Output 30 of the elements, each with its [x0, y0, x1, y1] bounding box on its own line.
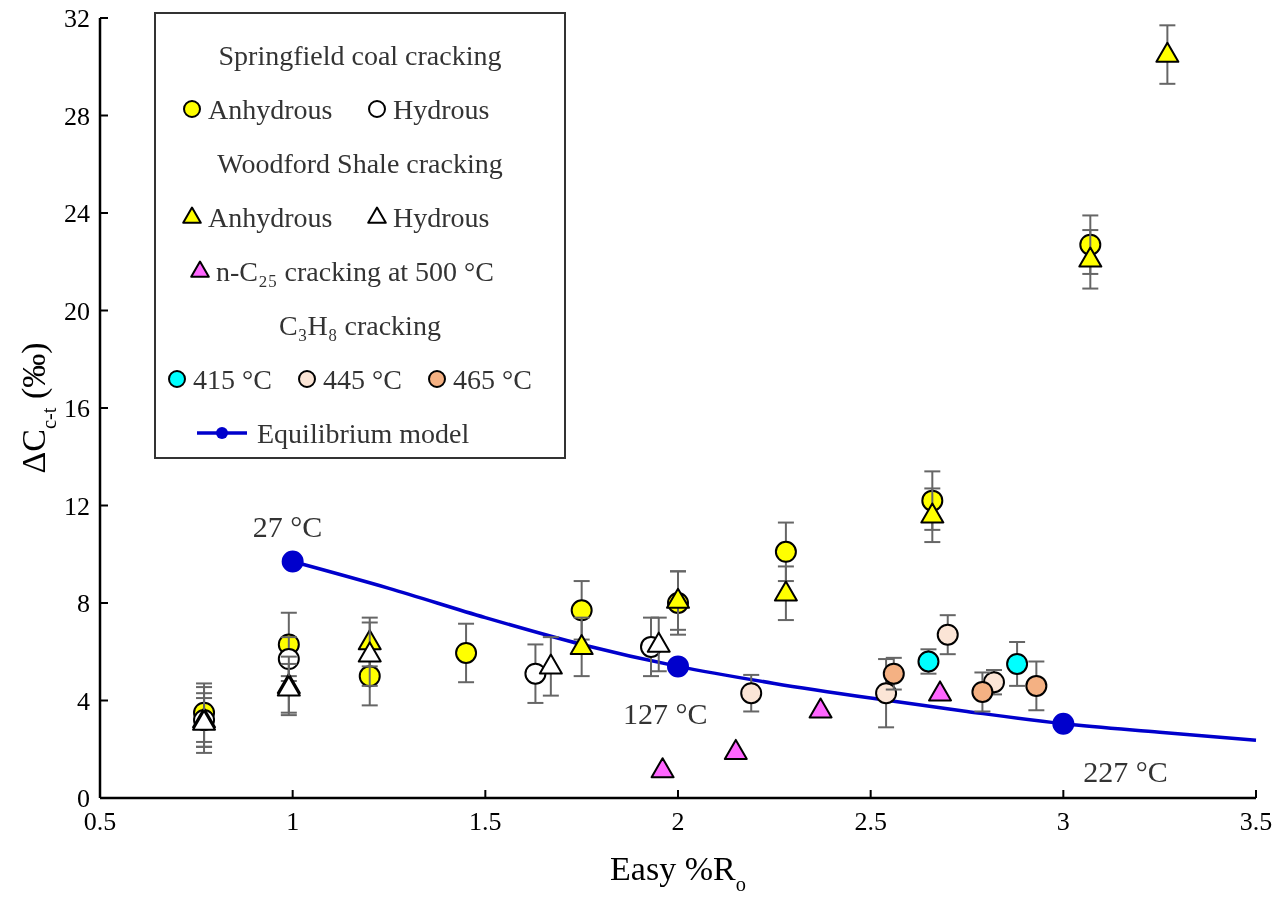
y-tick-label: 32 — [64, 4, 90, 33]
y-tick-label: 28 — [64, 101, 90, 131]
annotation: Springfield coal cracking — [218, 40, 502, 71]
y-tick-label: 12 — [64, 491, 90, 521]
annotation: Woodford Shale cracking — [217, 148, 503, 179]
x-tick-label: 2 — [671, 807, 685, 836]
y-tick-label: 24 — [64, 199, 90, 228]
legend-label: n-C₂₅ cracking at 500 °C — [216, 256, 494, 287]
legend-label: Anhydrous — [208, 202, 333, 233]
y-tick-label: 4 — [77, 686, 90, 716]
y-tick-label: 8 — [77, 589, 90, 618]
annotation: 227 °C — [1083, 754, 1168, 788]
x-tick-label: 1.5 — [469, 807, 502, 836]
x-axis-title: Easy %R$_{o}$ — [610, 850, 746, 895]
annotation: C₃H₈ cracking — [279, 310, 441, 341]
y-tick-label: 16 — [64, 394, 90, 423]
x-tick-label: 2.5 — [854, 807, 887, 836]
x-tick-label: 3 — [1056, 807, 1070, 836]
legend-label: Anhydrous — [208, 94, 333, 125]
legend-label: 415 °C — [193, 364, 272, 395]
legend-label: Hydrous — [393, 202, 490, 233]
legend-label: 445 °C — [323, 364, 402, 395]
x-tick-label: 1 — [286, 807, 300, 836]
annotation: 27 °C — [252, 509, 323, 543]
x-tick-label: 3.5 — [1239, 807, 1273, 836]
annotation: 127 °C — [623, 697, 708, 731]
legend-label: Hydrous — [393, 94, 490, 125]
y-tick-label: 20 — [64, 296, 90, 326]
legend-label: 465 °C — [453, 364, 532, 395]
legend-label: Equilibrium model — [257, 418, 470, 449]
